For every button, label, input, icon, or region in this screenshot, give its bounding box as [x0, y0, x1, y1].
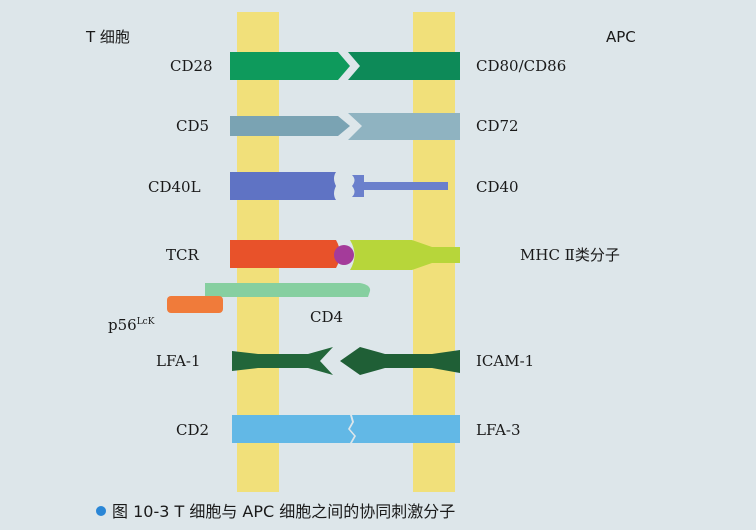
lfa1-molecule [232, 347, 333, 375]
lfa3-label: LFA-3 [476, 421, 521, 439]
lfa3-molecule [350, 415, 460, 443]
cd40-label: CD40 [476, 178, 519, 196]
icam1-molecule [340, 347, 460, 375]
lfa1-label: LFA-1 [156, 352, 201, 370]
cd5-label: CD5 [176, 117, 209, 135]
tcr-label: TCR [166, 246, 199, 264]
cd40l-label: CD40L [148, 178, 201, 196]
p56lck-label: p56LcK [108, 316, 155, 334]
cd72-molecule [348, 113, 460, 140]
mhc-class-ii-label: MHC Ⅱ类分子 [520, 246, 620, 264]
t-cell-header: T 细胞 [85, 28, 130, 46]
figure-caption: 图 10-3 T 细胞与 APC 细胞之间的协同刺激分子 [96, 498, 455, 522]
icam1-label: ICAM-1 [476, 352, 534, 370]
cd80-cd86-label: CD80/CD86 [476, 57, 566, 75]
cd5-molecule [230, 116, 350, 136]
apc-header: APC [606, 28, 636, 46]
cd2-label: CD2 [176, 421, 209, 439]
cd40l-molecule [230, 172, 336, 200]
antigen-peptide [334, 245, 354, 265]
cd4-label: CD4 [310, 308, 343, 326]
cd72-label: CD72 [476, 117, 519, 135]
cd28-label: CD28 [170, 57, 213, 75]
mhc-class-ii-molecule [350, 240, 460, 270]
caption-bullet-icon [96, 506, 106, 516]
caption-text: 图 10-3 T 细胞与 APC 细胞之间的协同刺激分子 [112, 502, 456, 521]
tcr-molecule [230, 240, 340, 268]
cd4-molecule [205, 283, 371, 297]
cd28-molecule [230, 52, 350, 80]
cd40-molecule [352, 175, 448, 197]
p56lck-kinase [167, 296, 223, 313]
cd80-cd86-molecule [348, 52, 460, 80]
cd2-molecule [232, 415, 354, 443]
